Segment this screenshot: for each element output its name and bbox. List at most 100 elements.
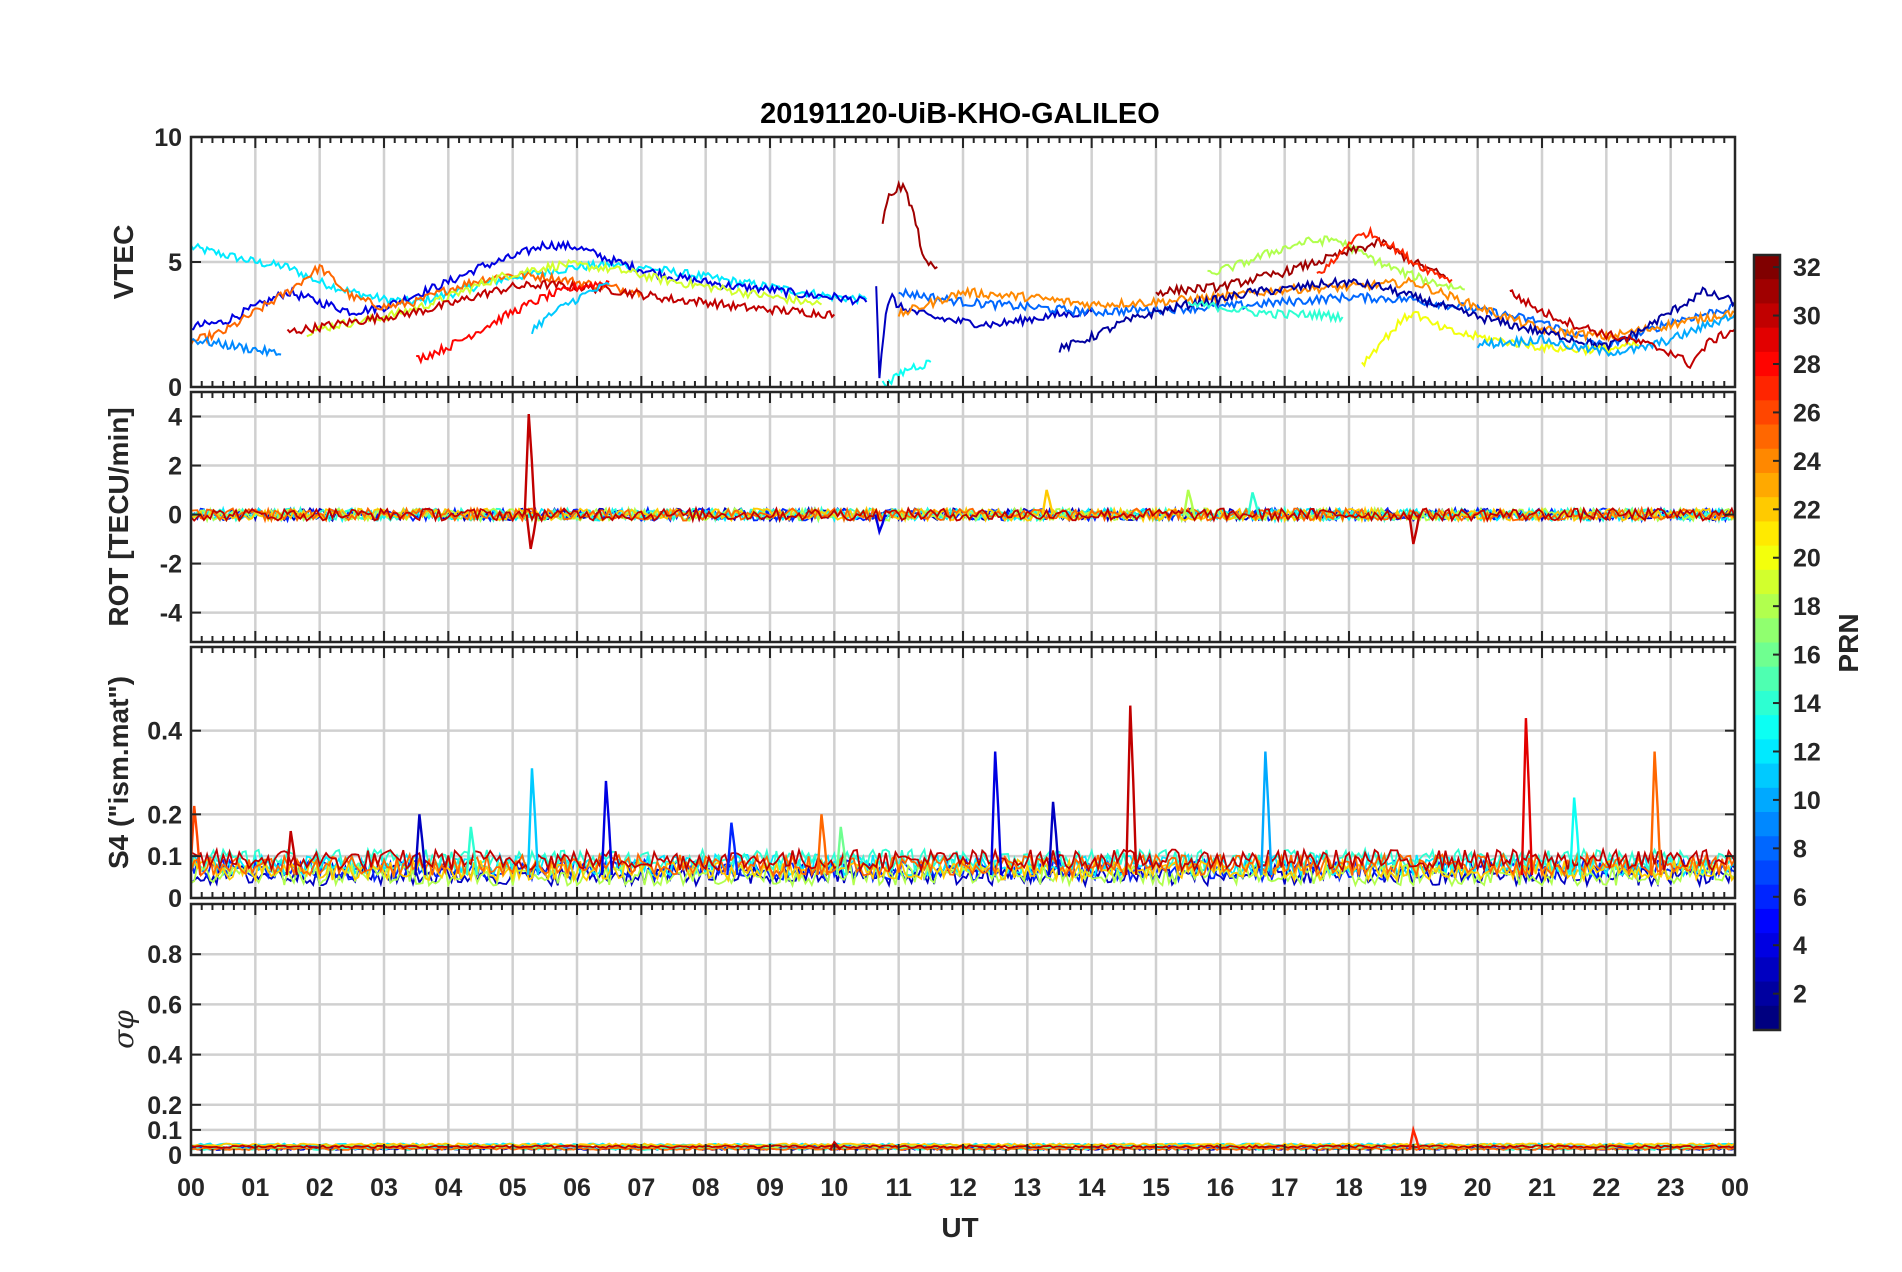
x-tick-label: 01: [241, 1174, 269, 1202]
colorbar-segment: [1754, 860, 1780, 886]
noise-series-line: [191, 861, 1735, 889]
colorbar-segment: [1754, 618, 1780, 644]
vtec-series-line: [286, 279, 836, 335]
colorbar-tick-label: 10: [1793, 787, 1821, 815]
spike-mark: [285, 830, 298, 876]
colorbar-segment: [1754, 472, 1780, 498]
colorbar-segment: [1754, 1005, 1780, 1031]
colorbar-segment: [1754, 569, 1780, 595]
spike-mark: [1649, 751, 1662, 876]
x-tick-label: 16: [1206, 1174, 1234, 1202]
y-tick-label: 0.6: [147, 991, 182, 1019]
spike-mark: [525, 514, 538, 550]
y-axis-label: VTEC: [108, 225, 139, 300]
spike-mark: [874, 514, 887, 536]
y-axis-label: σφ: [107, 1010, 140, 1049]
vtec-series-line: [306, 258, 823, 338]
x-tick-label: 13: [1013, 1174, 1041, 1202]
x-tick-label: 00: [177, 1174, 205, 1202]
y-tick-label: 0: [168, 502, 182, 530]
spike-mark: [1408, 1125, 1421, 1151]
y-tick-label: 0.4: [147, 718, 182, 746]
colorbar-tick-label: 2: [1793, 981, 1807, 1009]
panel-frame: [189, 390, 1737, 644]
vtec-series-line: [416, 279, 610, 365]
spike-mark: [835, 826, 848, 876]
x-tick-label: 03: [370, 1174, 398, 1202]
x-tick-label: 21: [1528, 1174, 1556, 1202]
colorbar-segment: [1754, 521, 1780, 547]
x-tick-label: 20: [1464, 1174, 1492, 1202]
colorbar-tick-label: 26: [1793, 399, 1821, 427]
colorbar-label: PRN: [1833, 613, 1864, 672]
colorbar-segment: [1754, 715, 1780, 740]
vtec-series-line: [191, 264, 643, 346]
chart-title: 20191120-UiB-KHO-GALILEO: [760, 98, 1160, 130]
colorbar-segment: [1754, 957, 1780, 983]
spike-mark: [1047, 801, 1061, 876]
y-tick-label: 0.2: [147, 801, 182, 829]
y-tick-label: 10: [154, 124, 182, 152]
colorbar-tick-label: 4: [1793, 932, 1807, 960]
colorbar-tick-label: 32: [1793, 254, 1821, 282]
colorbar-tick-label: 14: [1793, 690, 1821, 718]
vtec-series-line: [1207, 235, 1465, 291]
spike-mark: [1182, 489, 1196, 515]
vtec-series-line: [1509, 289, 1735, 370]
panel-3: 00.10.2 0.4 0.6 0.8 σφ: [107, 902, 1737, 1170]
spike-mark: [989, 751, 1003, 876]
spike-mark: [1125, 705, 1138, 876]
y-tick-label: 0.8: [147, 941, 182, 969]
y-axis-label: ROT [TECU/min]: [103, 407, 134, 626]
y-tick-label: 0: [168, 1142, 182, 1170]
vtec-series-line: [881, 359, 932, 387]
noise-series-line: [191, 505, 1735, 524]
x-tick-label: 18: [1335, 1174, 1363, 1202]
panel-frame: [189, 645, 1737, 900]
y-tick-label: 0.2: [147, 1092, 182, 1120]
spike-mark: [726, 822, 739, 876]
y-tick-label: 5: [168, 249, 182, 277]
colorbar-tick-label: 16: [1793, 642, 1821, 670]
spike-mark: [829, 1140, 842, 1151]
colorbar-frame: [1752, 253, 1782, 1032]
y-tick-label: 4: [168, 404, 182, 432]
colorbar-segment: [1754, 376, 1780, 401]
x-tick-label: 00: [1721, 1174, 1749, 1202]
colorbar-tick-label: 28: [1793, 351, 1821, 379]
y-tick-label: 0.1: [147, 843, 182, 871]
colorbar-tick-label: 24: [1793, 448, 1821, 476]
x-tick-label: 08: [692, 1174, 720, 1202]
spike-mark: [526, 768, 540, 876]
x-tick-label: 14: [1078, 1174, 1106, 1202]
panel-1: -4 -2 0 2 4 ROT [TECU/min]: [103, 390, 1737, 644]
y-tick-label: -2: [160, 551, 182, 579]
noise-series-line: [191, 846, 1735, 874]
y-tick-label: 0.1: [147, 1117, 182, 1145]
colorbar-tick-label: 20: [1793, 545, 1821, 573]
x-tick-label: 17: [1271, 1174, 1299, 1202]
panel-frame: [189, 135, 1737, 389]
x-tick-label: 09: [756, 1174, 784, 1202]
spike-mark: [523, 414, 536, 515]
x-tick-label: 23: [1657, 1174, 1685, 1202]
x-tick-label: 02: [306, 1174, 334, 1202]
colorbar-segment: [1754, 908, 1780, 934]
spike-mark: [1247, 492, 1260, 515]
spike-mark: [600, 780, 614, 876]
panel-0: 0 5 10 VTEC: [108, 124, 1737, 402]
x-tick-label: 11: [885, 1174, 912, 1202]
x-tick-label: 15: [1142, 1174, 1170, 1202]
colorbar-segment: [1754, 327, 1780, 353]
vtec-series-line: [191, 239, 868, 331]
spike-mark: [414, 814, 427, 876]
spike-mark: [1408, 514, 1421, 545]
colorbar-segment: [1754, 424, 1780, 450]
spike-mark: [1260, 751, 1273, 876]
panel-frame: [189, 902, 1737, 1157]
vtec-series-line: [191, 336, 282, 358]
x-tick-label: 07: [627, 1174, 655, 1202]
